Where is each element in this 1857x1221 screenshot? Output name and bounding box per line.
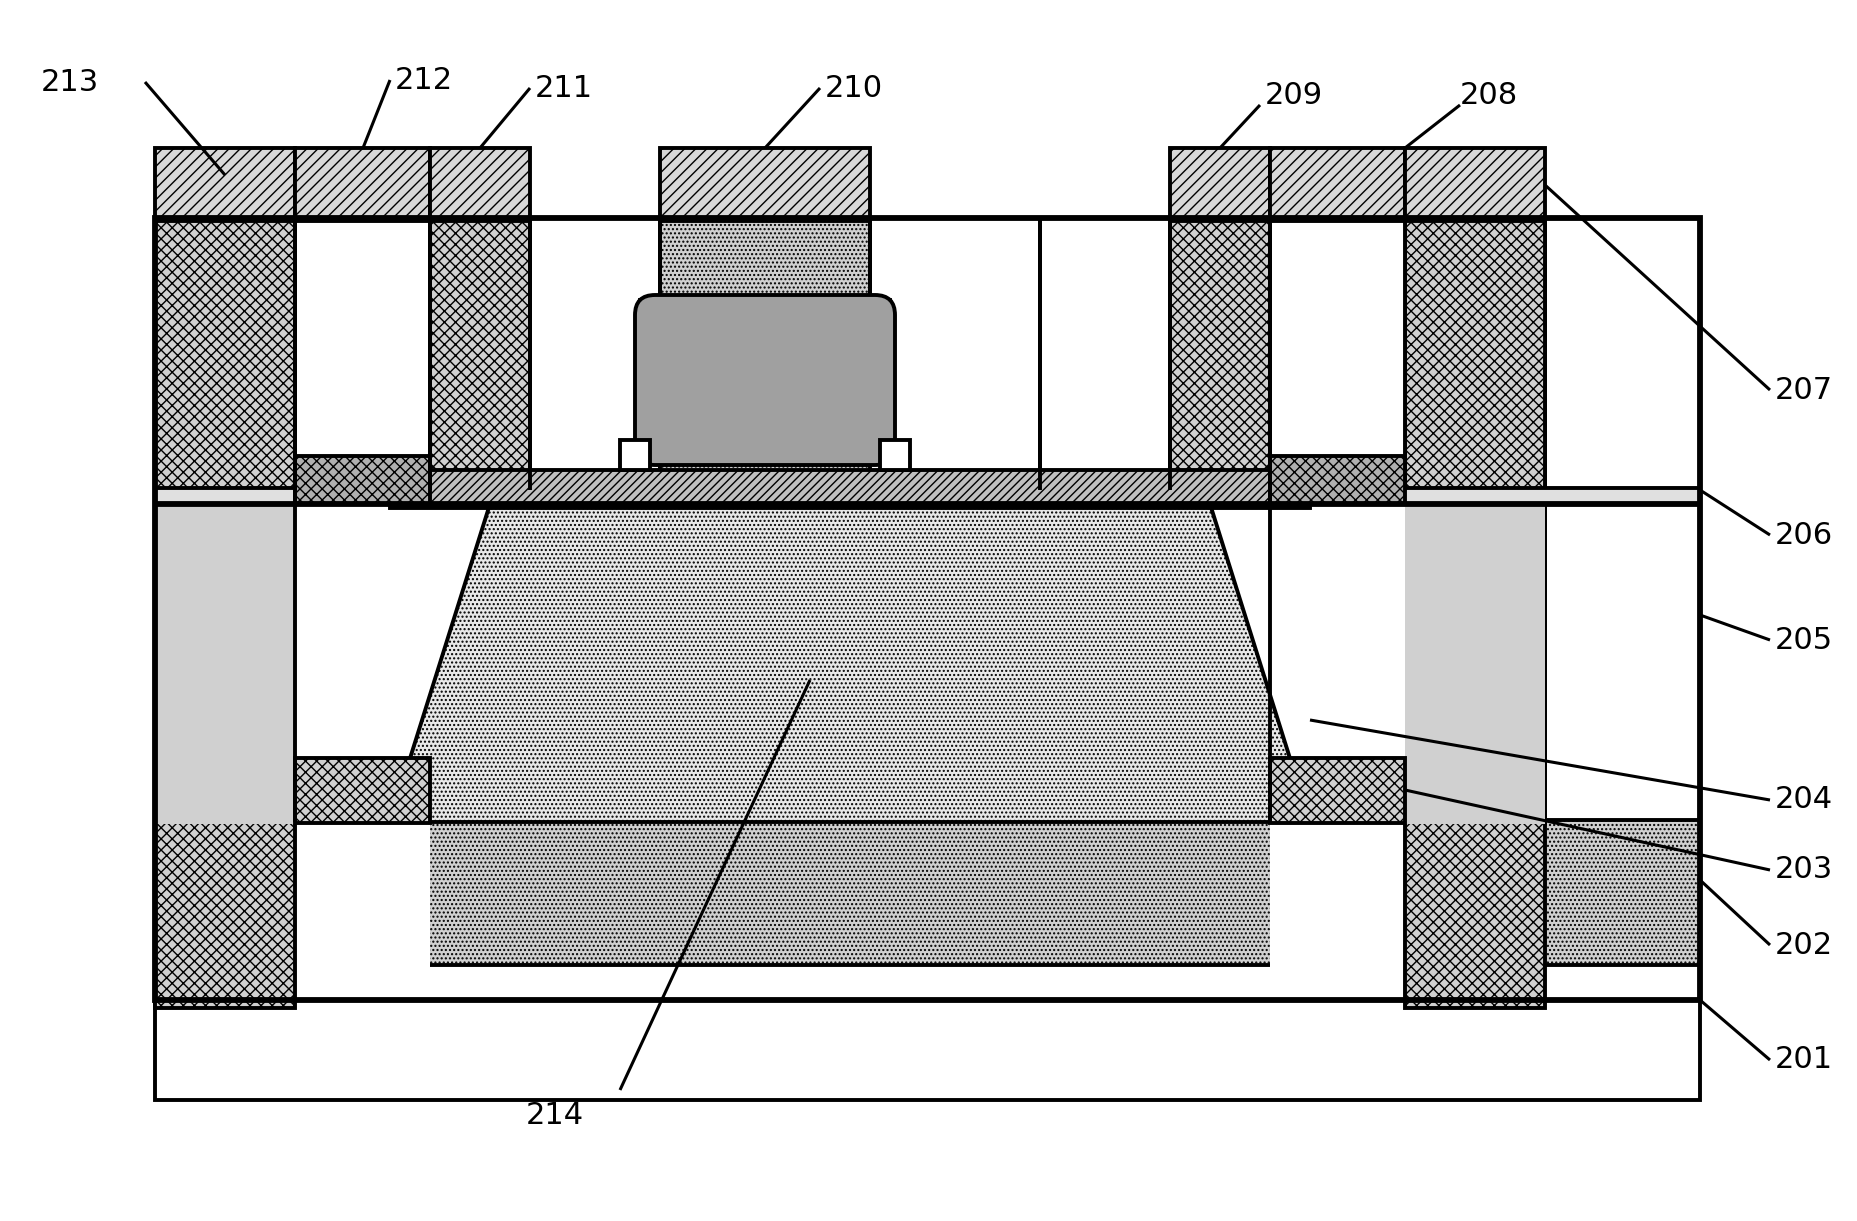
Bar bbox=[1270, 148, 1406, 221]
Bar bbox=[431, 148, 529, 221]
Text: 208: 208 bbox=[1460, 81, 1519, 110]
Text: 213: 213 bbox=[41, 67, 98, 96]
Bar bbox=[1406, 504, 1545, 824]
Bar bbox=[295, 504, 431, 824]
Bar bbox=[295, 758, 431, 823]
Bar bbox=[431, 219, 529, 488]
Bar bbox=[1270, 455, 1406, 504]
Bar bbox=[154, 219, 295, 1009]
Bar bbox=[1270, 504, 1406, 824]
Polygon shape bbox=[390, 504, 1309, 822]
Text: 209: 209 bbox=[1265, 81, 1324, 110]
Text: 204: 204 bbox=[1775, 785, 1833, 814]
Bar bbox=[1276, 219, 1406, 488]
Bar bbox=[1270, 758, 1406, 823]
Bar bbox=[1406, 148, 1545, 221]
Bar bbox=[659, 148, 869, 221]
Bar bbox=[1406, 219, 1545, 823]
Bar bbox=[154, 488, 1699, 504]
Text: 211: 211 bbox=[535, 73, 592, 103]
Bar bbox=[295, 148, 431, 221]
Bar bbox=[154, 219, 1699, 1000]
Text: 206: 206 bbox=[1775, 520, 1833, 549]
Text: 201: 201 bbox=[1775, 1045, 1833, 1074]
Text: 212: 212 bbox=[396, 66, 453, 94]
Bar bbox=[154, 504, 295, 824]
Bar bbox=[659, 219, 869, 488]
Bar bbox=[295, 219, 431, 1009]
Text: 214: 214 bbox=[526, 1100, 585, 1129]
Bar bbox=[154, 148, 295, 221]
Text: 205: 205 bbox=[1775, 625, 1833, 654]
Bar bbox=[529, 219, 659, 488]
Bar bbox=[390, 470, 1309, 508]
Bar bbox=[154, 960, 1699, 1100]
Bar bbox=[1270, 219, 1406, 1009]
Bar bbox=[154, 219, 295, 823]
Text: 202: 202 bbox=[1775, 930, 1833, 960]
Bar bbox=[620, 440, 650, 470]
Bar bbox=[295, 219, 431, 488]
Bar bbox=[1040, 219, 1170, 488]
Bar bbox=[154, 821, 1699, 965]
Text: 203: 203 bbox=[1775, 856, 1833, 884]
Bar bbox=[880, 440, 910, 470]
FancyBboxPatch shape bbox=[635, 295, 895, 465]
Bar bbox=[1170, 219, 1270, 488]
Text: 207: 207 bbox=[1775, 376, 1833, 404]
Bar bbox=[1270, 219, 1406, 488]
Bar bbox=[154, 219, 1699, 1000]
Bar bbox=[295, 219, 431, 488]
Bar bbox=[295, 455, 431, 504]
Bar bbox=[1406, 219, 1545, 1009]
Bar bbox=[1170, 148, 1270, 221]
Text: 210: 210 bbox=[825, 73, 884, 103]
Bar bbox=[641, 300, 890, 460]
